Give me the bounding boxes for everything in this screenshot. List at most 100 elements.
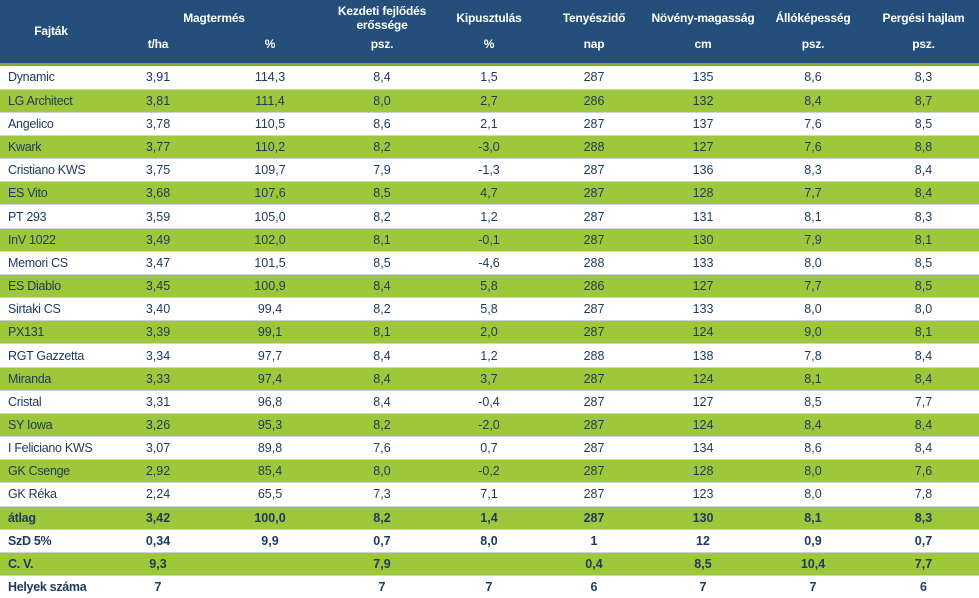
cell-value: 287	[540, 366, 648, 391]
cell-value	[438, 551, 540, 576]
cell-value: 8,1	[758, 204, 868, 229]
cell-value: 107,6	[214, 181, 326, 205]
cell-value: 8,0	[758, 482, 868, 507]
row-label: Cristal	[0, 389, 102, 414]
cell-value: 8,0	[758, 297, 868, 321]
cell-value: 8,6	[326, 111, 438, 136]
cell-value: 8,4	[758, 412, 868, 437]
cell-value: 7,7	[758, 181, 868, 205]
table-row: I Feliciano KWS 3,07 89,8 7,6 0,7 287 134 8,6 8,…	[0, 436, 979, 460]
unit-tenyeszido-nap: nap	[540, 37, 648, 65]
table-row: ES Vito 3,68 107,6 8,5 4,7 287 128 7,7 8,4	[0, 181, 979, 205]
unit-kezdeti-psz: psz.	[326, 37, 438, 65]
column-header-kezdeti-fejlodes: Kezdeti fejlődés erőssége	[326, 0, 438, 38]
table-row: SY Iowa 3,26 95,3 8,2 -2,0 287 124 8,4 8,4	[0, 412, 979, 437]
row-label: SY Iowa	[0, 412, 102, 437]
row-label: ES Vito	[0, 181, 102, 205]
row-label: Miranda	[0, 366, 102, 391]
cell-value: 0,7	[868, 528, 979, 553]
cell-value: 8,1	[758, 366, 868, 391]
cell-value: 2,24	[102, 482, 214, 507]
row-label: SzD 5%	[0, 528, 102, 553]
cell-value: 8,2	[326, 505, 438, 530]
row-label: Dynamic	[8, 70, 55, 85]
cell-value: 3,78	[102, 111, 214, 136]
cell-value: 1,4	[438, 505, 540, 530]
cell-value: 1,2	[438, 204, 540, 229]
table-row: GK Réka 2,24 65,5 7,3 7,1 287 123 8,0 7,8	[0, 482, 979, 507]
column-header-novenymagassag: Növény-magasság	[648, 0, 758, 38]
cell-value: 0,7	[326, 528, 438, 553]
cell-value: 124	[648, 320, 758, 344]
row-label: Cristiano KWS	[0, 158, 102, 182]
cell-value: 111,4	[214, 88, 326, 113]
cell-value: 3,26	[102, 412, 214, 437]
column-header-fajtak: Fajták	[0, 0, 102, 65]
row-label: átlag	[0, 505, 102, 530]
cell-value: 135	[692, 70, 714, 85]
cell-value: 3,7	[438, 366, 540, 391]
cell-value: 7,9	[326, 158, 438, 182]
cell-value: 8,5	[868, 273, 979, 298]
cell-value: 287	[540, 459, 648, 483]
cell-value: 114,3	[254, 70, 286, 85]
cell-value: 7,7	[868, 551, 979, 576]
cell-value: 134	[648, 436, 758, 460]
unit-magtermes-percent: %	[214, 37, 326, 65]
row-label: Angelico	[0, 111, 102, 136]
cell-value: 128	[648, 459, 758, 483]
table-row: Kwark 3,77 110,2 8,2 -3,0 288 127 7,6 8,8	[0, 135, 979, 159]
cell-value: 127	[648, 135, 758, 159]
cell-value: 7	[648, 574, 758, 598]
cell-value: 5,8	[438, 297, 540, 321]
cell-value: 0,7	[438, 436, 540, 460]
cell-value	[214, 574, 326, 598]
cell-value: 8,0	[868, 297, 979, 321]
cell-value: -4,6	[438, 250, 540, 275]
column-header-magtermes: Magtermés	[102, 0, 326, 38]
cell-value: 2,0	[438, 320, 540, 344]
cell-value: 287	[540, 436, 648, 460]
cell-value: 100,9	[214, 273, 326, 298]
cell-value: 130	[648, 505, 758, 530]
cell-value: 8,5	[326, 181, 438, 205]
row-label: Helyek száma	[0, 574, 102, 598]
cell-value: -0,1	[438, 227, 540, 252]
cell-value: 133	[648, 297, 758, 321]
cell-value: 95,3	[214, 412, 326, 437]
cell-value: 8,0	[438, 528, 540, 553]
cell-value: 7,9	[758, 227, 868, 252]
cell-value: 2,1	[438, 111, 540, 136]
cell-value: 287	[540, 158, 648, 182]
summary-row: átlag 3,42 100,0 8,2 1,4 287 130 8,1 8,3	[0, 505, 979, 530]
table-row: PT 293 3,59 105,0 8,2 1,2 287 131 8,1 8,3	[0, 204, 979, 229]
cell-value: 8,4	[868, 158, 979, 182]
cell-value: 4,7	[438, 181, 540, 205]
cell-value: 7,7	[758, 273, 868, 298]
cell-value: 0,34	[102, 528, 214, 553]
cell-value: 287	[540, 412, 648, 437]
table-row: GK Csenge 2,92 85,4 8,0 -0,2 287 128 8,0 7,6	[0, 459, 979, 483]
cell-value: 7	[326, 574, 438, 598]
cell-value: 8,4	[758, 88, 868, 113]
cell-value: 287	[540, 111, 648, 136]
cell-value: 3,42	[102, 505, 214, 530]
cell-value: 287	[540, 320, 648, 344]
summary-row: SzD 5% 0,34 9,9 0,7 8,0 1 12 0,9 0,7	[0, 528, 979, 553]
cell-value: -3,0	[438, 135, 540, 159]
cell-value: 7,6	[758, 111, 868, 136]
cell-value: 287	[540, 505, 648, 530]
cell-value: 8,0	[758, 250, 868, 275]
row-label: I Feliciano KWS	[0, 436, 102, 460]
cell-value: 287	[540, 204, 648, 229]
cell-value: 7,8	[758, 343, 868, 368]
table-body: Dynamic 3,91 114,3 8,4 1,5 287 135 8,6 8,3 LG Arc…	[0, 65, 979, 598]
cell-value: 131	[648, 204, 758, 229]
cell-value: 7,9	[326, 551, 438, 576]
cell-value: 7,1	[438, 482, 540, 507]
cell-value: 8,1	[758, 505, 868, 530]
cell-value: 8,2	[326, 135, 438, 159]
cell-value: 288	[540, 250, 648, 275]
cell-value: 3,34	[102, 343, 214, 368]
